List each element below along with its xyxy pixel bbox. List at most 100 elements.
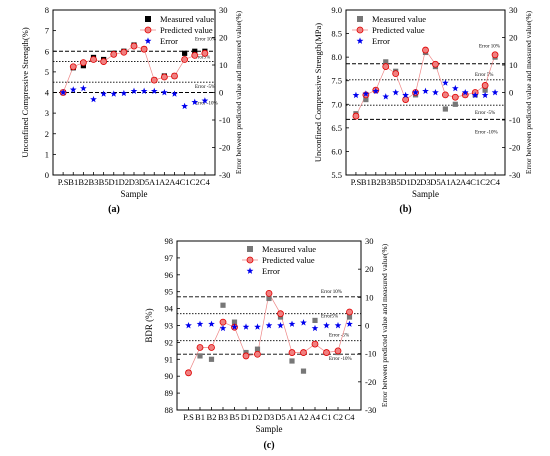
error-point bbox=[422, 87, 429, 94]
x-tick-label: A2 bbox=[298, 412, 308, 422]
measured-point bbox=[208, 356, 215, 362]
x-axis-title: Sample bbox=[412, 189, 439, 199]
reference-line-label: Error -10% bbox=[329, 357, 352, 362]
x-tick-label: B2 bbox=[78, 177, 88, 187]
predicted-point bbox=[120, 48, 128, 56]
y-tick-label: 96 bbox=[165, 270, 174, 280]
y-tick-label: 93 bbox=[165, 321, 174, 331]
predicted-point bbox=[481, 82, 489, 89]
x-tick-label: D5 bbox=[139, 177, 149, 187]
x-tick-label: P.S bbox=[58, 177, 69, 187]
error-point bbox=[150, 87, 158, 94]
error-point bbox=[219, 324, 227, 332]
x-tick-label: P.S bbox=[183, 412, 194, 422]
measured-point bbox=[442, 106, 448, 112]
legend-marker-measured bbox=[145, 16, 151, 22]
predicted-point bbox=[196, 344, 204, 351]
error-point bbox=[323, 322, 330, 329]
y-tick-label: 7.5 bbox=[331, 76, 342, 86]
error-point bbox=[277, 322, 284, 329]
x-tick-label: D3 bbox=[264, 412, 274, 422]
y2-axis-title: Error between predicted value and measur… bbox=[234, 10, 243, 174]
error-point bbox=[59, 89, 67, 96]
y2-tick-label: -10 bbox=[219, 115, 230, 125]
chart-panel-a: Error 10%Error5%Error -5%Error -10%01234… bbox=[20, 5, 243, 215]
x-tick-label: D5 bbox=[275, 412, 285, 422]
error-point bbox=[120, 89, 128, 97]
panel-label: (b) bbox=[399, 204, 411, 215]
legend-label: Error bbox=[372, 36, 390, 46]
measured-point bbox=[182, 50, 188, 56]
legend-marker-predicted bbox=[144, 26, 152, 34]
x-tick-label: D3 bbox=[420, 177, 430, 187]
y2-tick-label: -30 bbox=[219, 170, 230, 180]
error-point bbox=[392, 89, 400, 96]
legend-marker-error bbox=[356, 37, 364, 44]
reference-line-label: Error -10% bbox=[475, 130, 498, 135]
y2-tick-label: -10 bbox=[509, 115, 520, 125]
measured-point bbox=[363, 96, 369, 103]
x-tick-label: C4 bbox=[345, 412, 356, 422]
predicted-point bbox=[208, 344, 215, 351]
y-tick-label: 5 bbox=[45, 67, 49, 77]
x-tick-label: A1 bbox=[440, 177, 450, 187]
reference-line-label: Error5% bbox=[321, 315, 338, 320]
y-tick-label: 4 bbox=[45, 88, 50, 98]
predicted-point bbox=[311, 340, 319, 348]
measured-point bbox=[192, 48, 198, 54]
x-tick-label: D3 bbox=[129, 177, 139, 187]
y2-tick-label: -30 bbox=[509, 170, 520, 180]
legend-label: Predicted value bbox=[160, 25, 213, 35]
legend-marker-measured bbox=[357, 16, 363, 22]
error-point bbox=[334, 322, 342, 329]
predicted-point bbox=[265, 289, 273, 297]
y-tick-label: 98 bbox=[165, 236, 174, 246]
y-tick-label: 2 bbox=[45, 129, 49, 139]
measured-point bbox=[197, 353, 203, 359]
predicted-point bbox=[441, 91, 449, 99]
error-point bbox=[491, 89, 499, 96]
error-point bbox=[100, 90, 107, 97]
y-tick-label: 95 bbox=[165, 287, 174, 297]
x-tick-label: B5 bbox=[230, 412, 240, 422]
chart-panel-c: Error 10% Error5% Error -5% Error -10% 88 89 9… bbox=[144, 236, 389, 451]
error-point bbox=[471, 91, 479, 99]
y-tick-label: 3 bbox=[45, 108, 49, 118]
reference-line-label: Error -5% bbox=[195, 85, 215, 90]
error-point bbox=[288, 320, 296, 327]
error-point bbox=[254, 323, 261, 330]
error-point bbox=[412, 89, 419, 96]
error-point bbox=[181, 102, 188, 110]
measured-point bbox=[482, 87, 488, 93]
x-tick-label: B5 bbox=[391, 177, 401, 187]
x-tick-label: A4 bbox=[310, 412, 321, 422]
y2-tick-label: -20 bbox=[219, 143, 230, 153]
error-point bbox=[130, 87, 138, 94]
x-tick-label: D2 bbox=[119, 177, 129, 187]
predicted-point bbox=[277, 310, 284, 318]
chart-panel-b: Error 10% Error 5% Error -5% Error -10% 5.5 6… bbox=[313, 5, 533, 215]
y2-tick-label: 30 bbox=[219, 5, 228, 15]
legend-label: Measured value bbox=[262, 244, 316, 254]
error-point bbox=[201, 97, 209, 104]
legend-label: Measured value bbox=[160, 14, 214, 24]
error-point bbox=[362, 90, 370, 97]
x-tick-label: A1 bbox=[149, 177, 159, 187]
x-tick-label: B3 bbox=[218, 412, 228, 422]
predicted-point bbox=[110, 50, 118, 58]
predicted-point bbox=[346, 308, 353, 316]
measured-point bbox=[346, 314, 353, 320]
y-tick-label: 7.0 bbox=[331, 99, 342, 109]
error-point bbox=[265, 322, 273, 329]
panel-label: (a) bbox=[108, 204, 120, 215]
predicted-point bbox=[185, 369, 192, 377]
error-point bbox=[382, 93, 390, 100]
x-tick-label: A4 bbox=[460, 177, 471, 187]
error-point bbox=[372, 87, 380, 94]
y2-axis-title: Error between predicted value and measur… bbox=[524, 10, 533, 174]
x-tick-label: C1 bbox=[470, 177, 480, 187]
error-point bbox=[110, 90, 118, 97]
x-tick-label: C1 bbox=[180, 177, 190, 187]
error-point bbox=[208, 320, 215, 327]
predicted-point bbox=[334, 347, 342, 355]
